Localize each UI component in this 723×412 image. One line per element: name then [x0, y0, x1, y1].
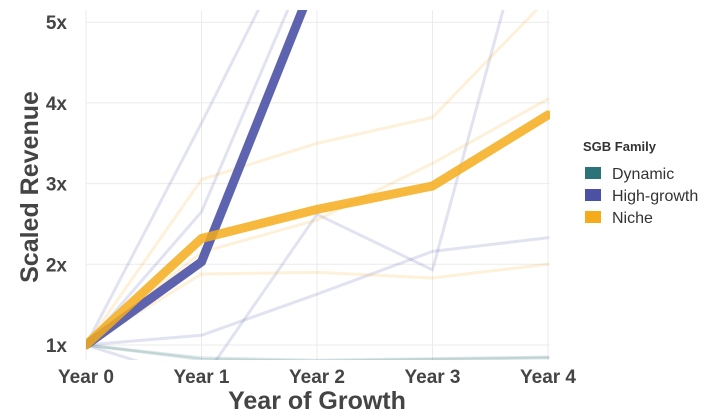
y-axis-title: Scaled Revenue	[16, 91, 44, 283]
legend-label: High-growth	[612, 188, 698, 205]
legend-swatch	[585, 189, 601, 201]
y-tick-label: 1x	[46, 336, 68, 357]
x-tick-label: Year 3	[405, 367, 461, 388]
background-series-line	[86, 343, 550, 360]
x-axis-title: Year of Growth	[228, 387, 406, 412]
series-lines	[86, 10, 550, 360]
background-series-line	[86, 97, 550, 347]
legend-label: Niche	[612, 210, 653, 227]
background-series-line	[86, 10, 505, 360]
background-series-line	[86, 10, 539, 347]
background-series-line	[86, 236, 550, 347]
background-series-line	[86, 10, 290, 347]
x-tick-label: Year 4	[520, 367, 576, 388]
y-tick-label: 4x	[46, 94, 68, 115]
legend-swatch	[585, 167, 601, 179]
x-tick-label: Year 2	[289, 367, 345, 388]
y-tick-label: 3x	[46, 175, 68, 196]
legend-label: Dynamic	[612, 166, 674, 183]
grid	[85, 10, 550, 360]
legend-swatch	[585, 211, 601, 223]
y-tick-labels: 1x 2x 3x 4x 5x	[46, 13, 68, 357]
x-tick-labels: Year 0 Year 1 Year 2 Year 3 Year 4	[58, 367, 576, 388]
series-line-high-growth	[86, 10, 308, 350]
y-tick-label: 5x	[46, 13, 68, 34]
x-tick-label: Year 0	[58, 367, 114, 388]
legend: SGB Family Dynamic High-growth Niche	[583, 139, 698, 227]
x-tick-label: Year 1	[174, 367, 230, 388]
legend-title: SGB Family	[583, 139, 657, 154]
series-line-niche	[86, 110, 550, 350]
legend-items: Dynamic High-growth Niche	[585, 166, 698, 227]
background-series-line	[86, 343, 550, 360]
y-tick-label: 2x	[46, 255, 68, 276]
background-series-line	[86, 262, 550, 347]
background-series-line	[86, 10, 260, 347]
